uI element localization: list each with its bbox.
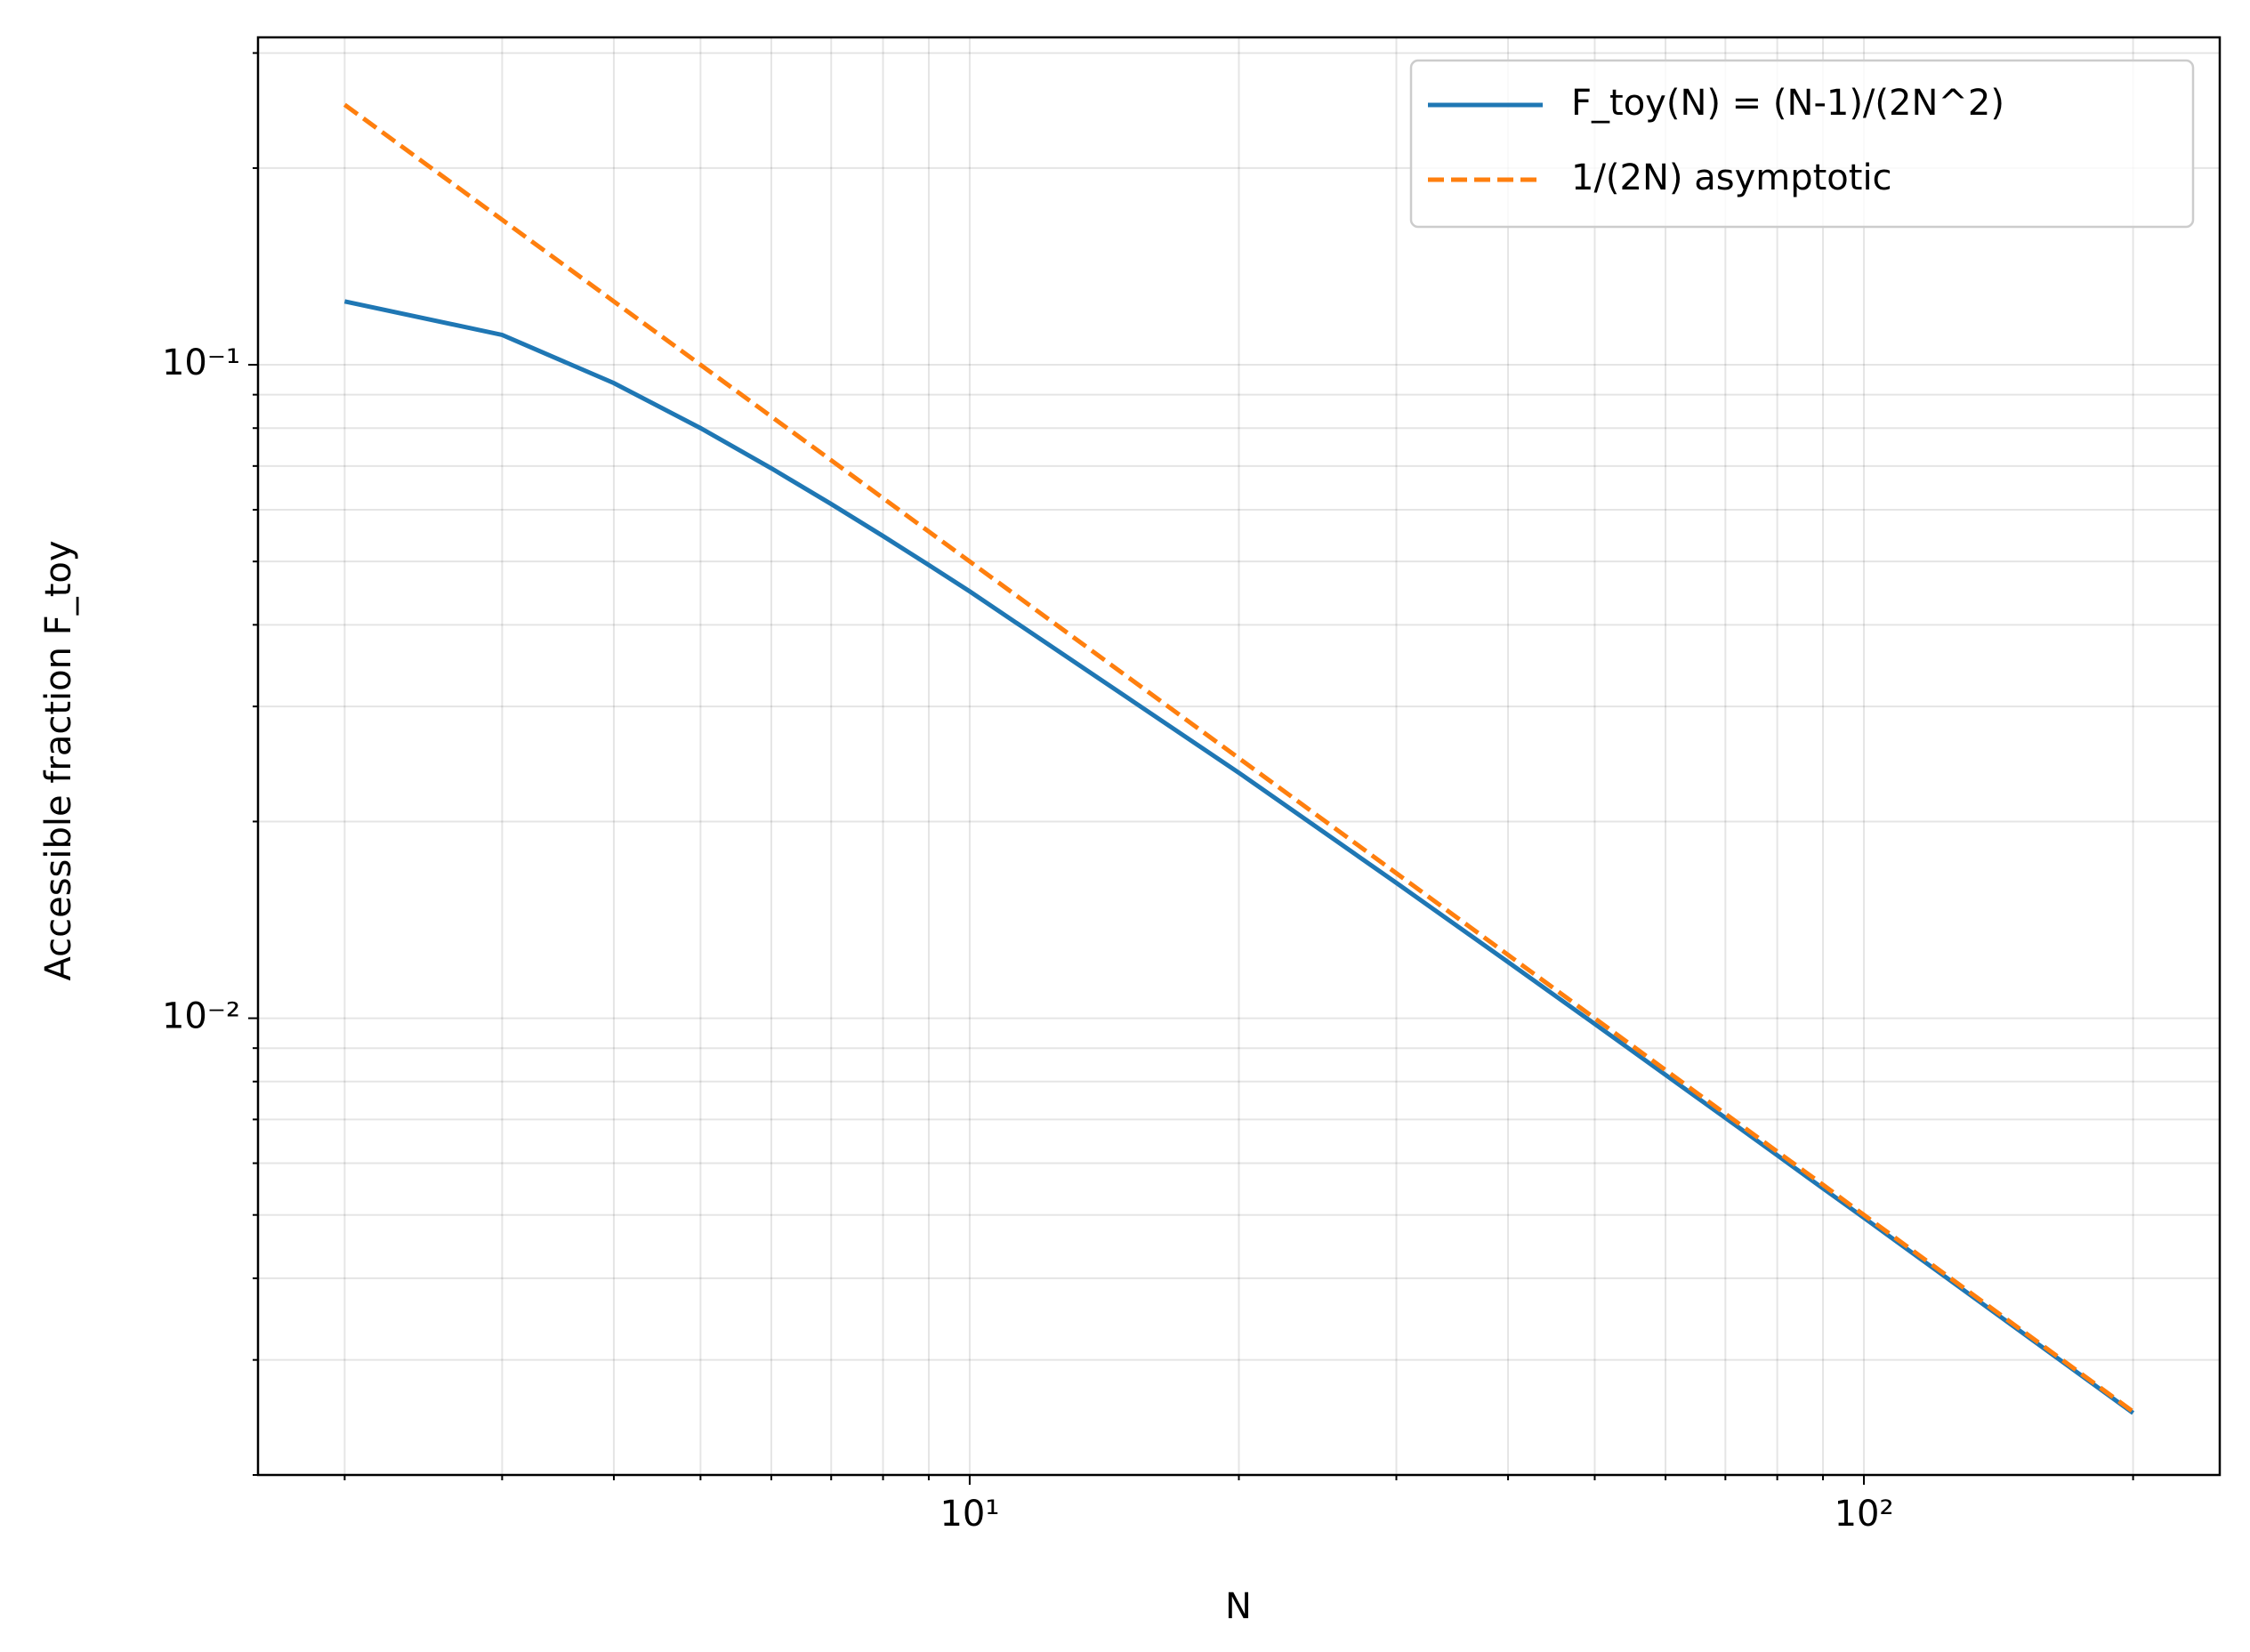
legend-label: 1/(2N) asymptotic	[1571, 157, 1892, 198]
y-tick-label: 10⁻²	[162, 996, 240, 1037]
x-axis-label: N	[1225, 1586, 1252, 1627]
axes-frame	[256, 36, 2222, 1477]
data-line	[343, 102, 2135, 1414]
y-axis-label: Accessible fraction F_toy	[38, 540, 79, 980]
y-tick-label: 10⁻¹	[162, 342, 240, 383]
x-tick-label: 10²	[1835, 1494, 1894, 1535]
data-line	[343, 299, 2135, 1415]
x-tick-label: 10¹	[940, 1494, 999, 1535]
legend-label: F_toy(N) = (N-1)/(2N^2)	[1571, 83, 2004, 124]
legend-box	[1409, 59, 2195, 229]
